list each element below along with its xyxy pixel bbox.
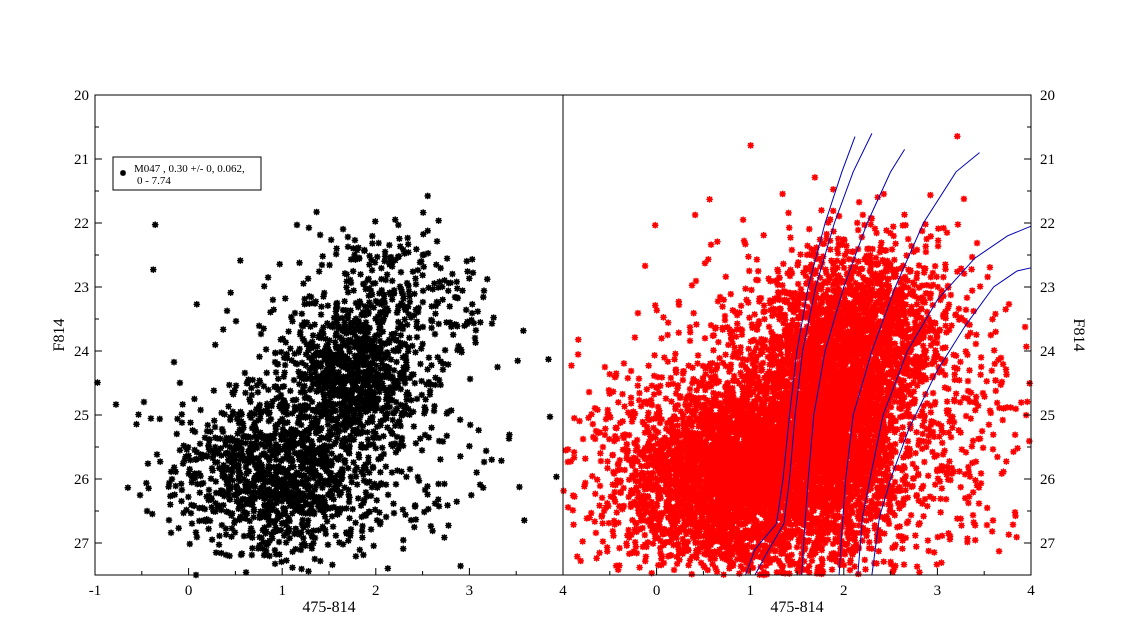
left-x-tick-label: 2 [372,583,380,599]
left-x-tick-label: 1 [278,583,286,599]
right-y-tick-label: 22 [1040,216,1055,232]
right-scatter-star-markers [676,447,970,464]
left-y-tick-label: 25 [74,408,89,424]
left-scatter-points [94,192,560,579]
left-y-tick-label: 27 [74,536,90,552]
right-scatter-star-markers [562,193,1029,579]
right-y-tick-label: 24 [1040,344,1056,360]
isochrone-curve [745,136,856,576]
isochrone-curve [857,225,1032,576]
right-scatter-points [560,132,1033,579]
left-y-tick-label: 21 [74,152,89,168]
left-x-ticks: -1 0 1 2 3 4 [89,568,567,599]
legend-text-line-2: 0 - 7.74 [137,175,171,187]
left-scatter-star-markers [135,192,554,579]
right-x-tick-label: 3 [934,583,942,599]
left-x-tick-label: 0 [185,583,193,599]
isochrone-curve [754,133,873,576]
left-y-tick-label: 24 [74,344,90,360]
right-y-tick-label: 21 [1040,152,1055,168]
left-y-tick-label: 26 [74,472,90,488]
legend-marker [120,170,126,176]
legend-star-marker [120,170,126,176]
right-y-axis-label: F814 [1070,319,1087,352]
right-x-tick-label: 0 [653,583,661,599]
left-scatter-star-markers [199,276,448,563]
right-y-tick-label: 23 [1040,280,1055,296]
right-y-tick-label: 20 [1040,88,1055,104]
legend-box [112,156,262,191]
right-isochrones [745,133,1032,576]
left-y-axis-label: F814 [51,319,68,352]
right-x-tick-label: 1 [746,583,754,599]
left-y-tick-label: 20 [74,88,89,104]
left-y-tick-label: 23 [74,280,89,296]
left-y-tick-label: 22 [74,216,89,232]
left-x-tick-label: 4 [559,583,567,599]
isochrone-curve [871,267,1032,576]
legend-text-line-1: M047 , 0.30 +/- 0, 0.062, [134,163,245,175]
left-x-tick-label: 3 [466,583,474,599]
right-x-ticks: 0 1 2 3 4 [609,568,1035,599]
right-x-tick-label: 2 [840,583,848,599]
legend: M047 , 0.30 +/- 0, 0.062, 0 - 7.74 [112,156,262,191]
left-x-axis-label: 475-814 [302,599,355,616]
right-x-tick-label: 4 [1027,583,1035,599]
right-y-tick-label: 26 [1040,472,1056,488]
left-y-ticks: 20 21 22 23 24 25 26 27 [74,88,102,576]
right-x-axis-label: 475-814 [770,599,823,616]
right-y-tick-label: 27 [1040,536,1056,552]
right-y-tick-label: 25 [1040,408,1055,424]
right-y-ticks: 20 21 22 23 24 25 26 27 [1024,88,1056,576]
isochrone-curve [801,149,906,576]
isochrone-curve [838,152,980,576]
left-x-tick-label: -1 [89,583,102,599]
